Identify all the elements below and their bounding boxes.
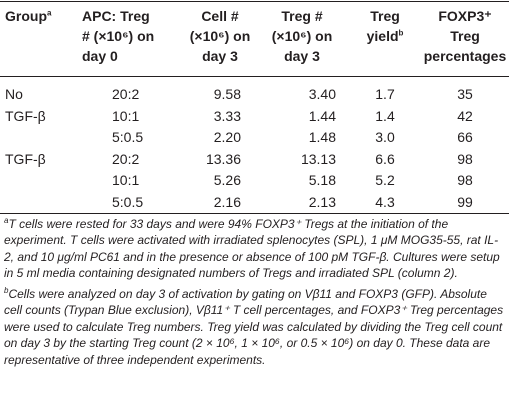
table-cell: TGF-β (5, 107, 46, 124)
footnote-marker: b (398, 28, 404, 38)
table-cell: 9.58 (213, 86, 241, 102)
table-cell: 1.48 (308, 129, 336, 146)
header-cell: FOXP3⁺ Treg percentages (424, 6, 506, 66)
table-cell: 98 (457, 172, 473, 189)
header-cell: Cell # (×10⁶) on day 3 (190, 6, 251, 66)
header-cell: Treg # (×10⁶) on day 3 (272, 6, 333, 66)
table-cell: 66 (457, 129, 473, 146)
header-line: day 3 (190, 46, 251, 66)
table-cell: TGF-β (5, 150, 46, 167)
table-cell: 98 (457, 150, 473, 167)
header-line: percentages (424, 46, 506, 66)
table-cell: 3.40 (308, 86, 336, 102)
table-cell: No (5, 86, 23, 102)
table-cell: 13.36 (205, 150, 241, 167)
table-cell: 1.7 (375, 86, 395, 102)
header-line: Cell # (190, 6, 251, 26)
table-cell: 5:0.5 (112, 129, 144, 146)
header-text: (×10⁶) on (189, 28, 251, 44)
header-text: Treg (370, 8, 400, 24)
header-text: Treg # (281, 8, 323, 24)
header-text: Treg (450, 28, 480, 44)
header-line: Groupa (5, 6, 51, 26)
table-cell: 1.4 (375, 107, 395, 124)
header-line: Treg # (272, 6, 333, 26)
table-cell: 3.0 (375, 129, 395, 146)
table-cell: 3.33 (213, 107, 241, 124)
table-cell: 10:1 (112, 107, 140, 124)
table-cell: 35 (457, 86, 473, 102)
footnote-text: T cells were rested for 33 days and were… (4, 217, 500, 281)
header-text: day 3 (202, 48, 238, 64)
footnote: aT cells were rested for 33 days and wer… (4, 216, 506, 282)
table-cell: 10:1 (112, 172, 140, 189)
header-text: percentages (423, 48, 507, 64)
table-cell: 4.3 (375, 194, 395, 210)
header-cell: Treg yieldb (367, 6, 404, 46)
table-cell: 20:2 (112, 150, 140, 167)
footnote-marker: a (4, 216, 9, 225)
header-text: yield (366, 28, 399, 44)
header-cell: Groupa (5, 6, 51, 26)
bottom-rule (0, 213, 509, 214)
table-cell: 2.16 (213, 194, 241, 210)
table-cell: 2.20 (213, 129, 241, 146)
header-text: APC: Treg (82, 8, 150, 24)
table-cell: 13.13 (300, 150, 336, 167)
table-cell: 5:0.5 (112, 194, 144, 210)
header-line: day 0 (82, 46, 154, 66)
header-text: Cell # (201, 8, 239, 24)
header-line: (×10⁶) on (272, 26, 333, 46)
header-cell: APC: Treg # (×10⁶) on day 0 (82, 6, 154, 66)
header-line: FOXP3⁺ (424, 6, 506, 26)
footnote-marker: b (4, 286, 9, 295)
table-cell: 99 (457, 194, 473, 210)
header-text: Group (5, 8, 47, 24)
table-cell: 5.2 (375, 172, 395, 189)
top-rule (0, 1, 509, 2)
header-line: day 3 (272, 46, 333, 66)
table-cell: 1.44 (308, 107, 336, 124)
table-cell: 6.6 (375, 150, 395, 167)
footnote: bCells were analyzed on day 3 of activat… (4, 286, 506, 368)
table-cell: 42 (457, 107, 473, 124)
table-cell: 5.18 (308, 172, 336, 189)
header-line: Treg (367, 6, 404, 26)
table-cell: 20:2 (112, 86, 140, 102)
header-text: day 3 (284, 48, 320, 64)
header-line: yieldb (367, 26, 404, 46)
header-text: (×10⁶) on (271, 28, 333, 44)
header-line: # (×10⁶) on (82, 26, 154, 46)
header-line: APC: Treg (82, 6, 154, 26)
header-text: day 0 (82, 48, 118, 64)
header-rule (0, 76, 509, 77)
header-line: (×10⁶) on (190, 26, 251, 46)
header-line: Treg (424, 26, 506, 46)
table-cell: 5.26 (213, 172, 241, 189)
header-text: # (×10⁶) on (82, 28, 155, 44)
table-cell: 2.13 (308, 194, 336, 210)
header-text: FOXP3⁺ (438, 8, 492, 24)
footnote-text: Cells were analyzed on day 3 of activati… (4, 287, 504, 367)
footnote-marker: a (47, 8, 52, 18)
